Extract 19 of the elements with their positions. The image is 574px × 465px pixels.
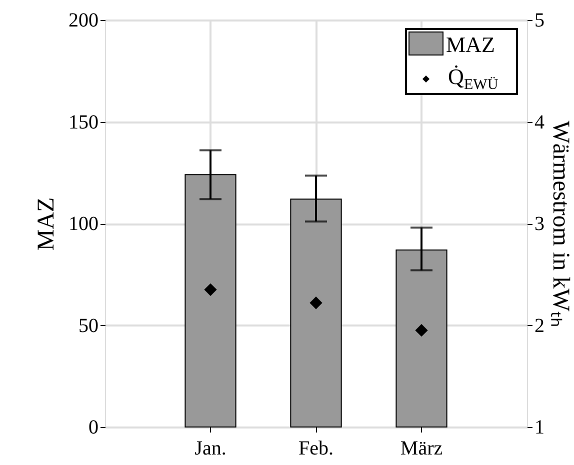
y2-axis-title: Wärmestrom in kWₜₕ <box>548 120 574 328</box>
legend-label: MAZ <box>446 32 495 57</box>
y2-tick-label: 4 <box>534 111 544 134</box>
y-axis-title: MAZ <box>34 197 60 251</box>
point <box>204 283 217 296</box>
x-tick-label: März <box>400 438 443 460</box>
x-tick-label: Feb. <box>298 438 334 460</box>
y2-tick-label: 1 <box>534 416 544 438</box>
y-tick-label: 50 <box>78 314 98 337</box>
y-tick-label: 200 <box>68 10 98 32</box>
x-tick-label: Jan. <box>194 438 226 460</box>
y-tick-label: 150 <box>68 111 98 134</box>
point <box>415 324 428 337</box>
y2-tick-label: 5 <box>534 10 544 32</box>
y2-tick-label: 2 <box>534 314 544 337</box>
y2-tick-label: 3 <box>534 213 544 235</box>
y-tick-label: 100 <box>68 213 98 235</box>
point <box>310 296 322 310</box>
y-tick-label: 0 <box>88 416 98 438</box>
